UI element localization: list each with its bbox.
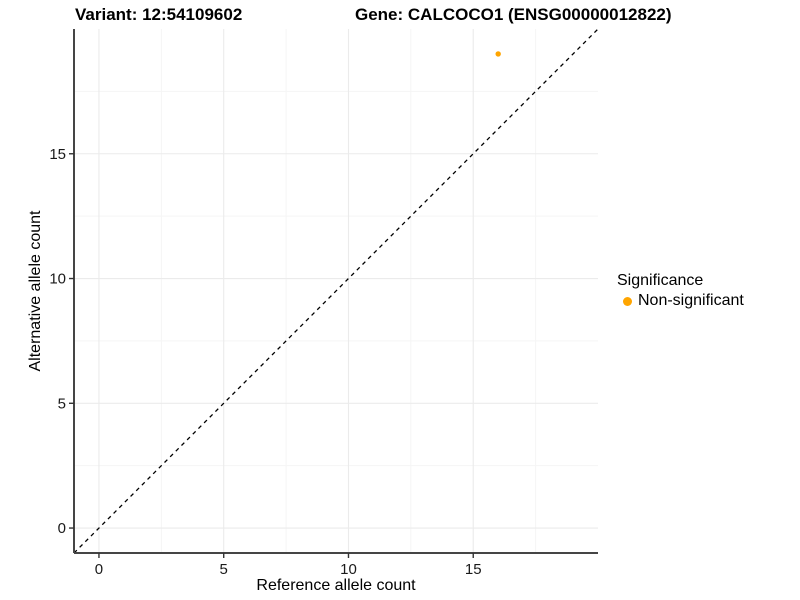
data-point <box>495 51 501 57</box>
x-tick-label: 10 <box>340 561 357 578</box>
y-tick-label: 15 <box>49 146 66 163</box>
y-tick-label: 10 <box>49 271 66 288</box>
variant-title: Variant: 12:54109602 <box>75 5 243 24</box>
legend-point-icon <box>623 296 632 306</box>
y-tick-label: 5 <box>58 395 66 412</box>
y-tick-label: 0 <box>58 520 66 537</box>
x-tick-label: 15 <box>465 561 482 578</box>
x-tick-label: 5 <box>220 561 228 578</box>
y-axis-title: Alternative allele count <box>27 210 44 372</box>
x-tick-label: 0 <box>95 561 103 578</box>
gene-title: Gene: CALCOCO1 (ENSG00000012822) <box>355 5 672 24</box>
legend-item-label: Non-significant <box>638 292 744 309</box>
legend-title: Significance <box>617 272 704 289</box>
identity-line <box>73 28 599 554</box>
x-axis-title: Reference allele count <box>256 577 416 594</box>
legend: Significance Non-significant <box>616 272 744 309</box>
legend-item: Non-significant <box>623 292 744 309</box>
